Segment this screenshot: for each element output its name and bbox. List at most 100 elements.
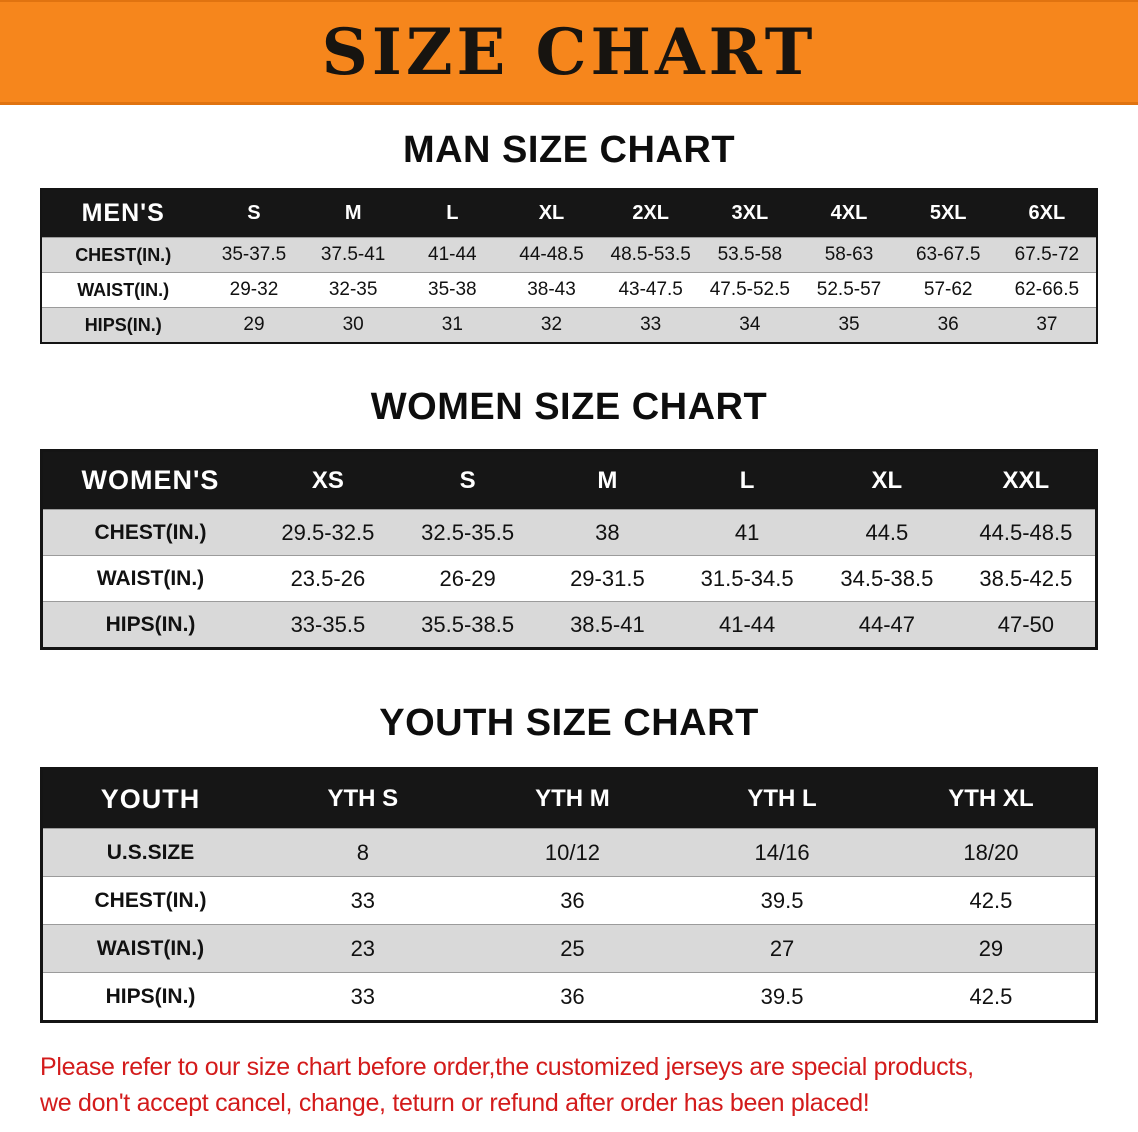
size-value-cell: 35-38 [428,279,477,300]
size-value-cell: 38-43 [527,279,576,300]
measurement-row: U.S.SIZE 8 10/12 14/16 18/20 [41,828,1097,877]
size-value-cell: 57-62 [923,279,973,300]
size-value-cell: 35 [838,314,860,335]
size-column-header: 3XL [731,202,769,224]
size-value-cell: 23.5-26 [290,565,366,591]
size-value-cell: 39.5 [760,887,804,913]
table-corner-label: YOUTH [100,783,201,814]
size-value-cell: 29 [243,314,265,335]
size-column-header: XS [311,466,344,494]
table-header-row: WOMEN'S XS S M L XL XXL [41,450,1097,510]
size-column-header: YTH L [747,785,817,812]
size-value-cell: 31 [441,314,463,335]
size-value-cell: 32.5-35.5 [421,519,515,545]
measurement-row: WAIST(IN.) 23.5-26 26-29 29-31.5 31.5-34.5 34… [41,555,1097,602]
measurement-row: WAIST(IN.) 23 25 27 29 [41,924,1097,973]
women-size-section: WOMEN SIZE CHART WOMEN'S XS S M L XL XXL CHEST(… [0,386,1138,650]
size-value-cell: 38 [595,519,620,545]
disclaimer-line-2: we don't accept cancel, change, teturn o… [40,1089,870,1118]
men-size-section: MAN SIZE CHART MEN'S S M L XL 2XL 3XL 4XL 5XL 6XL… [0,129,1138,344]
size-value-cell: 38.5-41 [570,611,645,637]
size-value-cell: 63-67.5 [915,244,981,265]
size-value-cell: 37 [1036,314,1058,335]
size-value-cell: 42.5 [969,983,1013,1009]
measurement-row: CHEST(IN.) 33 36 39.5 42.5 [41,876,1097,925]
size-value-cell: 10/12 [544,839,600,865]
measurement-row: WAIST(IN.) 29-32 32-35 35-38 38-43 43-47.5 47.… [41,272,1097,308]
size-value-cell: 62-66.5 [1014,279,1080,300]
size-column-header: L [739,466,755,494]
size-value-cell: 35-37.5 [221,244,287,265]
size-value-cell: 26-29 [439,565,496,591]
women-section-heading: WOMEN SIZE CHART [370,386,768,428]
size-value-cell: 41 [734,519,760,545]
size-column-header: XL [871,466,903,494]
table-header-row: MEN'S S M L XL 2XL 3XL 4XL 5XL 6XL [41,189,1097,238]
size-value-cell: 44.5-48.5 [979,519,1073,545]
size-column-header: S [459,466,476,494]
size-value-cell: 30 [342,314,364,335]
size-value-cell: 39.5 [760,983,804,1009]
size-value-cell: 42.5 [969,887,1013,913]
size-column-header: YTH S [327,785,399,812]
size-value-cell: 48.5-53.5 [610,244,691,265]
size-value-cell: 14/16 [754,839,810,865]
measurement-row: HIPS(IN.) 33-35.5 35.5-38.5 38.5-41 41-44 44-… [41,601,1097,649]
men-section-heading: MAN SIZE CHART [402,129,736,171]
size-value-cell: 52.5-57 [816,279,882,300]
size-value-cell: 34.5-38.5 [840,565,934,591]
size-column-header: S [247,202,261,224]
size-column-header: 6XL [1028,202,1066,224]
size-value-cell: 44-47 [858,611,916,637]
size-value-cell: 8 [356,839,369,865]
size-value-cell: 33 [350,887,376,913]
size-column-header: 4XL [830,202,868,224]
measurement-row: CHEST(IN.) 29.5-32.5 32.5-35.5 38 41 44.5 44.5… [41,509,1097,556]
size-column-header: YTH M [535,785,610,812]
row-label: CHEST(IN.) [75,244,172,265]
size-column-header: XL [538,202,565,224]
size-value-cell: 33-35.5 [290,611,366,637]
row-label: HIPS(IN.) [105,612,196,636]
size-value-cell: 29.5-32.5 [281,519,375,545]
youth-size-table: YOUTH YTH S YTH M YTH L YTH XL U.S.SIZE 8 10/12… [40,767,1098,1023]
size-value-cell: 32-35 [328,279,378,300]
youth-size-section: YOUTH SIZE CHART YOUTH YTH S YTH M YTH L YTH… [0,702,1138,1023]
size-column-header: M [597,466,618,494]
row-label: WAIST(IN.) [96,936,205,960]
size-value-cell: 29-32 [229,279,279,300]
women-size-table: WOMEN'S XS S M L XL XXL CHEST(IN.) 29.5-32.5 32.5… [40,449,1098,650]
size-chart-banner: SIZE CHART [0,0,1138,105]
men-size-table: MEN'S S M L XL 2XL 3XL 4XL 5XL 6XL CHEST(IN.) 35-37… [40,188,1098,344]
size-value-cell: 18/20 [963,839,1019,865]
row-label: CHEST(IN.) [94,888,207,912]
size-value-cell: 37.5-41 [320,244,386,265]
banner-title: SIZE CHART [321,14,817,90]
disclaimer: Please refer to our size chart before or… [40,1049,1108,1122]
size-value-cell: 33 [350,983,376,1009]
size-value-cell: 31.5-34.5 [700,565,794,591]
size-column-header: YTH XL [948,785,1034,812]
disclaimer-line-1: Please refer to our size chart before or… [40,1053,974,1081]
size-value-cell: 23 [350,935,376,961]
size-value-cell: 67.5-72 [1014,244,1080,265]
size-value-cell: 36 [937,314,959,335]
size-value-cell: 58-63 [824,244,874,265]
size-value-cell: 47.5-52.5 [709,279,790,300]
measurement-row: HIPS(IN.) 33 36 39.5 42.5 [41,972,1097,1022]
table-corner-label: WOMEN'S [81,465,220,495]
measurement-row: CHEST(IN.) 35-37.5 37.5-41 41-44 44-48.5 48.5… [41,237,1097,273]
size-column-header: 2XL [632,202,669,224]
row-label: HIPS(IN.) [105,984,196,1008]
size-column-header: XXL [1002,466,1050,494]
size-value-cell: 29-31.5 [570,565,645,591]
size-value-cell: 27 [769,935,795,961]
size-value-cell: 47-50 [997,611,1055,637]
size-value-cell: 32 [540,314,563,335]
row-label: CHEST(IN.) [94,520,207,544]
row-label: HIPS(IN.) [84,314,162,335]
row-label: U.S.SIZE [106,840,195,864]
size-value-cell: 44.5 [865,519,909,545]
size-value-cell: 43-47.5 [618,279,683,300]
size-value-cell: 29 [978,935,1004,961]
